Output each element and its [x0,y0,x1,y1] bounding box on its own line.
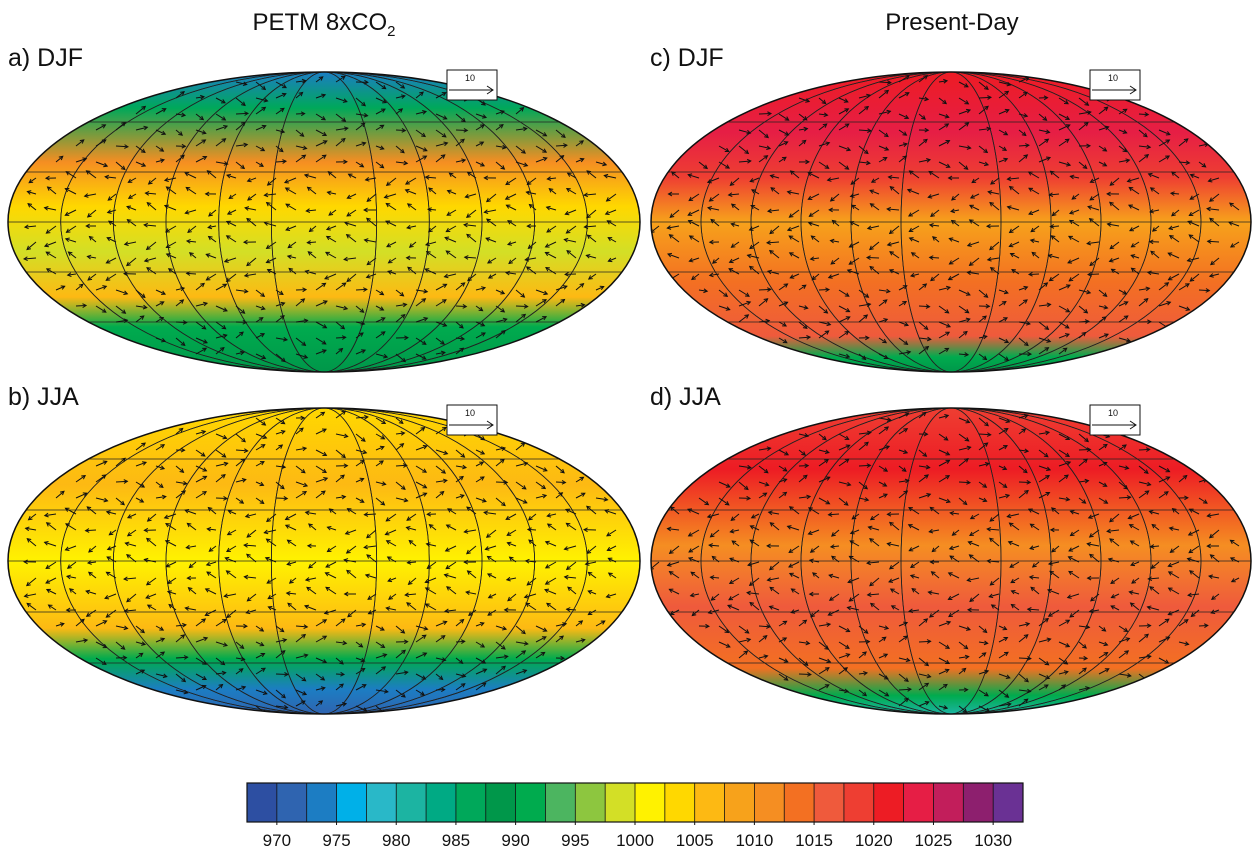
colorbar-tick-label: 1010 [735,831,773,850]
colorbar-swatch [545,783,575,822]
colorbar-swatch [516,783,546,822]
panel-label: c) DJF [650,44,724,72]
colorbar-swatch [426,783,456,822]
colorbar-tick-label: 1020 [855,831,893,850]
panel-label: d) JJA [650,383,721,411]
colorbar-swatch [456,783,486,822]
wind-arrow [496,482,507,483]
colorbar-swatch [366,783,396,822]
map-panel: a) DJF 10 [8,44,640,372]
map-panel: c) DJF 10 [650,44,1251,372]
wind-arrow [236,113,248,114]
colorbar-swatch [575,783,605,822]
colorbar: 970 975 980 985 990 995 1000 1005 1010 1015 1020 10… [247,783,1024,850]
column-title: Present-Day [885,9,1018,36]
map-panel: d) JJA 10 [650,383,1251,714]
column-title-text: PETM 8xCO [252,9,387,36]
colorbar-tick-label: 1015 [795,831,833,850]
colorbar-swatch [784,783,814,822]
maps: a) DJF 10 b) JJA 10 c) DJF 10 d) JJA 10 [8,44,1251,714]
colorbar-swatch [904,783,934,822]
colorbar-swatch [874,783,904,822]
colorbar-swatch [277,783,307,822]
colorbar-tick-label: 1005 [676,831,714,850]
colorbar-tick-label: 985 [442,831,470,850]
colorbar-swatch [754,783,784,822]
colorbar-swatch [635,783,665,822]
colorbar-tick-label: 1025 [915,831,953,850]
colorbar-tick-label: 980 [382,831,410,850]
colorbar-swatch [307,783,337,822]
ref-vector-label: 10 [465,73,475,83]
colorbar-tick-label: 975 [322,831,350,850]
colorbar-swatch [486,783,516,822]
colorbar-swatch [247,783,277,822]
colorbar-tick-label: 995 [561,831,589,850]
colorbar-swatch [605,783,635,822]
panel-label: a) DJF [8,44,83,72]
column-title-subscript: 2 [387,23,395,40]
ref-vector-label: 10 [1108,73,1118,83]
wind-arrow [799,674,811,675]
colorbar-swatch [993,783,1023,822]
column-title: PETM 8xCO2 [252,9,395,40]
wind-arrow [516,306,528,307]
colorbar-tick-label: 1030 [974,831,1012,850]
colorbar-swatch [665,783,695,822]
ref-vector-label: 10 [1108,408,1118,418]
wind-arrow [276,674,288,675]
panel-label: b) JJA [8,383,79,411]
colorbar-swatch [844,783,874,822]
colorbar-tick-label: 990 [501,831,529,850]
colorbar-swatch [725,783,755,822]
colorbar-swatch [337,783,367,822]
colorbar-tick-label: 1000 [616,831,654,850]
colorbar-swatch [933,783,963,822]
colorbar-swatch [396,783,426,822]
colorbar-swatch [963,783,993,822]
ref-vector-label: 10 [465,408,475,418]
colorbar-swatch [695,783,725,822]
colorbar-tick-label: 970 [263,831,291,850]
colorbar-swatch [814,783,844,822]
map-panel: b) JJA 10 [8,383,640,714]
